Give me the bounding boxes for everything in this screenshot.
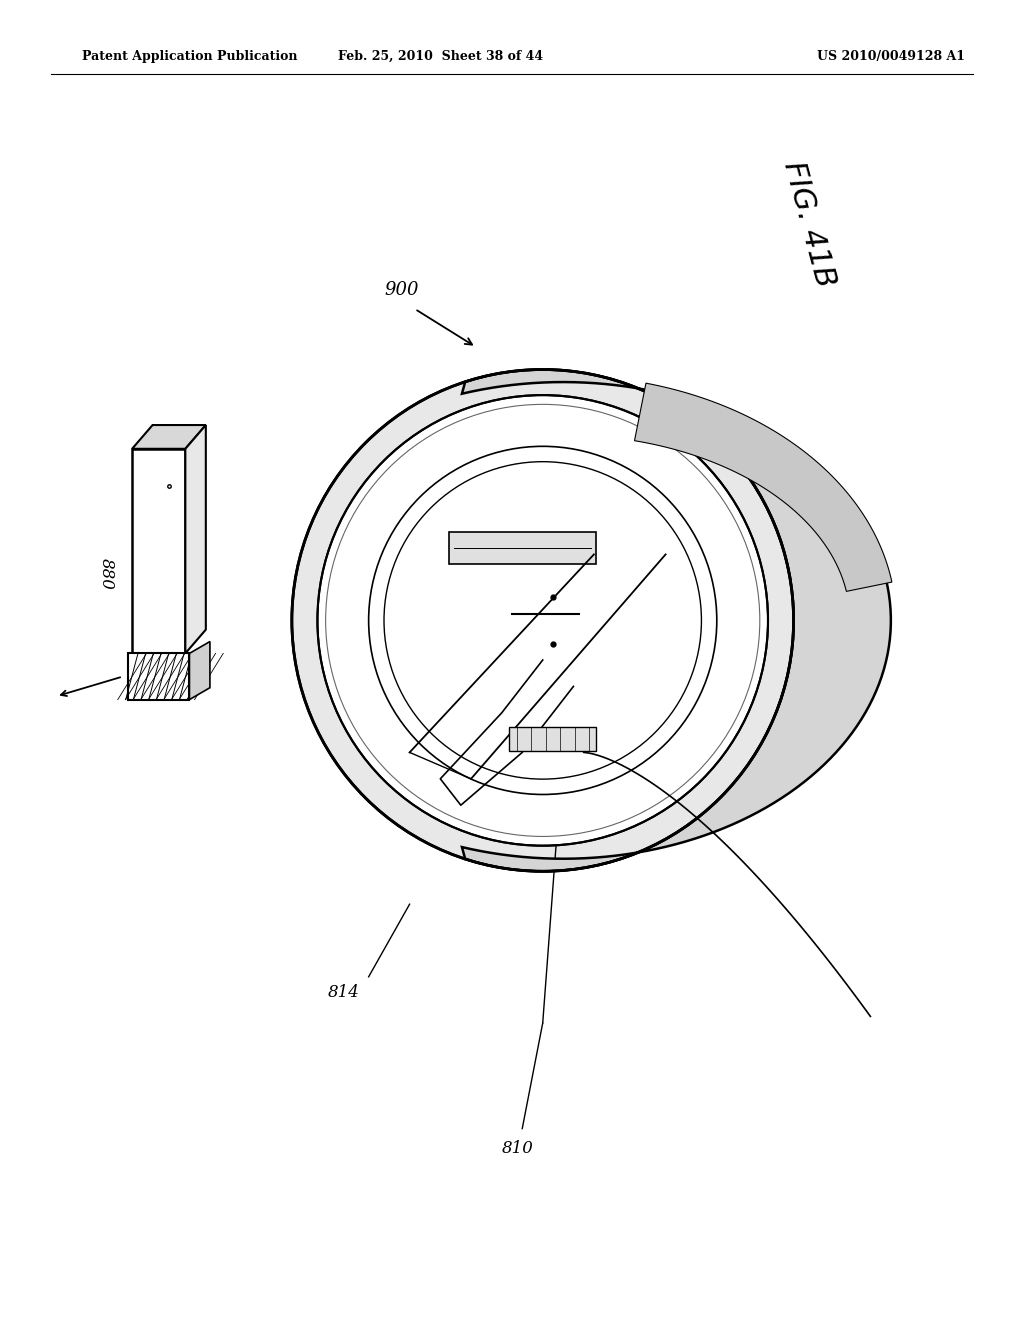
Ellipse shape <box>384 462 701 779</box>
Text: Feb. 25, 2010  Sheet 38 of 44: Feb. 25, 2010 Sheet 38 of 44 <box>338 50 543 63</box>
Text: 880: 880 <box>97 558 115 590</box>
Text: FIG. 41B: FIG. 41B <box>778 158 840 290</box>
Polygon shape <box>462 370 891 871</box>
Ellipse shape <box>369 446 717 795</box>
Bar <box>449 532 596 564</box>
Text: Patent Application Publication: Patent Application Publication <box>82 50 297 63</box>
Ellipse shape <box>317 395 768 846</box>
Text: 810: 810 <box>502 1140 534 1156</box>
Text: 862: 862 <box>425 492 458 511</box>
Text: 814: 814 <box>328 985 359 1001</box>
Polygon shape <box>189 642 210 700</box>
Polygon shape <box>132 425 206 449</box>
Polygon shape <box>292 370 794 871</box>
Polygon shape <box>635 383 892 591</box>
Polygon shape <box>185 425 206 653</box>
Bar <box>132 449 185 653</box>
Text: US 2010/0049128 A1: US 2010/0049128 A1 <box>817 50 965 63</box>
Text: 900: 900 <box>384 281 419 300</box>
Bar <box>128 653 189 700</box>
Bar <box>510 727 596 751</box>
